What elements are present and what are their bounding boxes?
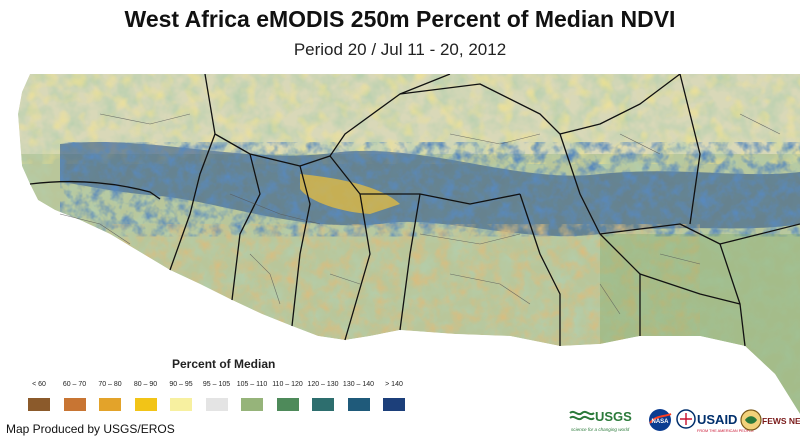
fewsnet-logo: FEWS NET [740,409,800,431]
usaid-logo-text: USAID [697,412,737,427]
map-title: West Africa eMODIS 250m Percent of Media… [124,6,676,32]
usgs-logo-text: USGS [595,409,632,424]
nasa-logo: NASA [649,409,672,431]
usgs-tagline: science for a changing world [571,427,630,432]
usgs-logo: USGS science for a changing world [569,409,632,432]
usaid-tagline: FROM THE AMERICAN PEOPLE [697,429,754,433]
fewsnet-logo-text: FEWS NET [762,416,800,426]
map-subtitle: Period 20 / Jul 11 - 20, 2012 [293,40,507,59]
usaid-logo: USAID FROM THE AMERICAN PEOPLE [676,409,754,433]
legend-title: Percent of Median [172,357,276,371]
nasa-logo-text: NASA [651,419,669,425]
map-credit: Map Produced by USGS/EROS [6,422,175,436]
ndvi-map [0,74,800,414]
partner-logos: USGS science for a changing world NASA U… [569,409,800,433]
